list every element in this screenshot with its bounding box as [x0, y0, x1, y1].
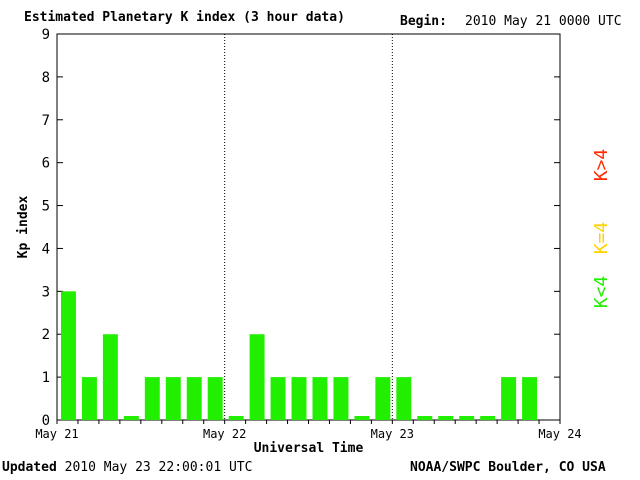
y-tick-label: 3: [42, 284, 50, 300]
chart-title: Estimated Planetary K index (3 hour data…: [24, 10, 345, 25]
kp-bar: [312, 377, 328, 420]
kp-bar: [417, 416, 433, 420]
y-tick-label: 6: [42, 156, 50, 172]
kp-bar: [81, 377, 97, 420]
kp-bar: [333, 377, 349, 420]
begin-label: Begin:: [400, 14, 447, 29]
y-tick-label: 1: [42, 370, 50, 386]
kp-bar: [102, 334, 118, 420]
x-tick-label: May 21: [35, 427, 78, 441]
y-tick-label: 7: [42, 113, 50, 129]
kp-bar: [165, 377, 181, 420]
kp-bar: [207, 377, 223, 420]
kp-bar: [228, 416, 244, 420]
kp-bar: [186, 377, 202, 420]
y-tick-label: 0: [42, 413, 50, 429]
kp-bar: [459, 416, 475, 420]
updated-timestamp: Updated 2010 May 23 22:00:01 UTC: [2, 460, 252, 475]
y-tick-label: 5: [42, 199, 50, 215]
kp-bar: [522, 377, 538, 420]
kp-bar: [396, 377, 412, 420]
kp-bar: [144, 377, 160, 420]
x-tick-label: May 22: [203, 427, 246, 441]
kp-bar: [249, 334, 265, 420]
plot-frame: [56, 33, 561, 421]
legend-entry: K<4: [591, 276, 612, 309]
x-tick-label: May 23: [371, 427, 414, 441]
kp-bar: [375, 377, 391, 420]
kp-bar: [270, 377, 286, 420]
kp-bar: [291, 377, 307, 420]
updated-value: 2010 May 23 22:00:01 UTC: [64, 460, 253, 475]
kp-bar: [123, 416, 139, 420]
y-tick-label: 2: [42, 327, 50, 343]
y-axis-label: Kp index: [16, 196, 31, 259]
begin-value: 2010 May 21 0000 UTC: [465, 14, 622, 29]
y-tick-label: 8: [42, 70, 50, 86]
kp-bar: [438, 416, 454, 420]
x-axis-label: Universal Time: [254, 441, 364, 456]
kp-bar: [501, 377, 517, 420]
y-tick-label: 4: [42, 241, 50, 257]
legend-entry: K>4: [591, 149, 612, 182]
kp-bar: [61, 291, 76, 420]
kp-bar: [480, 416, 496, 420]
kp-bar: [354, 416, 370, 420]
x-tick-label: May 24: [538, 427, 581, 441]
credit-line: NOAA/SWPC Boulder, CO USA: [410, 460, 606, 475]
y-tick-label: 9: [42, 27, 50, 43]
legend-entry: K=4: [591, 222, 612, 255]
updated-label: Updated: [2, 460, 57, 475]
